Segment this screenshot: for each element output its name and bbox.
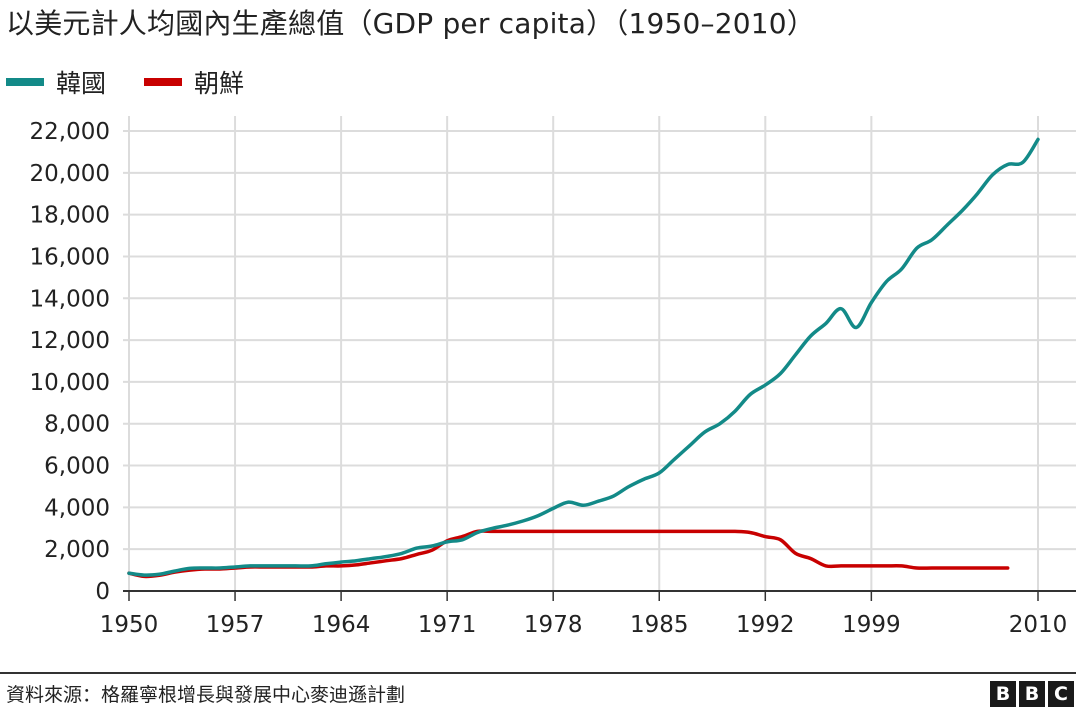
- bbc-logo: B B C: [990, 681, 1074, 707]
- x-tick-label: 1971: [418, 612, 477, 638]
- y-tick-label: 20,000: [30, 161, 110, 187]
- x-tick-label: 1985: [630, 612, 689, 638]
- y-tick-label: 12,000: [30, 328, 110, 354]
- logo-letter: C: [1048, 681, 1074, 707]
- footer-divider: [0, 672, 1076, 674]
- x-tick-label: 1964: [312, 612, 371, 638]
- x-tick-label: 2010: [1009, 612, 1068, 638]
- line-chart: 0 2,000 4,000 6,000 8,000 10,000 12,000 14,000 1…: [30, 116, 1076, 638]
- y-tick-label: 6,000: [44, 454, 110, 480]
- x-tick-label: 1992: [736, 612, 795, 638]
- series-line-south-korea: [127, 137, 1040, 577]
- legend-item-north-korea: 朝鮮: [144, 64, 244, 100]
- y-tick-label: 8,000: [44, 412, 110, 438]
- chart-title: 以美元計人均國內生產總值（GDP per capita）（1950–2010）: [6, 7, 816, 40]
- grid-layer: [123, 116, 1076, 592]
- legend-swatch-north-korea: [144, 78, 183, 86]
- y-tick-label: 10,000: [30, 370, 110, 396]
- x-tick-label: 1999: [842, 612, 901, 638]
- x-tick-label: 1950: [100, 612, 159, 638]
- legend-label-south-korea: 韓國: [56, 69, 107, 98]
- y-tick-label: 2,000: [44, 537, 110, 563]
- y-tick-label: 16,000: [30, 244, 110, 270]
- legend-swatch-south-korea: [6, 78, 44, 86]
- x-tick-label: 1978: [524, 612, 583, 638]
- legend-item-south-korea: 韓國: [6, 64, 106, 100]
- logo-letter: B: [1019, 681, 1045, 707]
- series-layer: [127, 137, 1040, 579]
- series-line-north-korea: [127, 529, 1010, 579]
- y-tick-label: 18,000: [30, 203, 110, 229]
- y-tick-label: 14,000: [30, 286, 110, 312]
- x-tick-label: 1957: [206, 612, 265, 638]
- logo-letter: B: [990, 681, 1016, 707]
- axis-layer: 0 2,000 4,000 6,000 8,000 10,000 12,000 14,000 1…: [30, 119, 1076, 638]
- source-note: 資料來源：格羅寧根增長與發展中心麥迪遜計劃: [6, 684, 406, 706]
- legend-label-north-korea: 朝鮮: [194, 69, 245, 98]
- legend: 韓國 朝鮮: [6, 64, 282, 100]
- y-tick-label: 4,000: [44, 495, 110, 521]
- y-tick-label: 22,000: [30, 119, 110, 145]
- y-tick-label: 0: [95, 579, 110, 605]
